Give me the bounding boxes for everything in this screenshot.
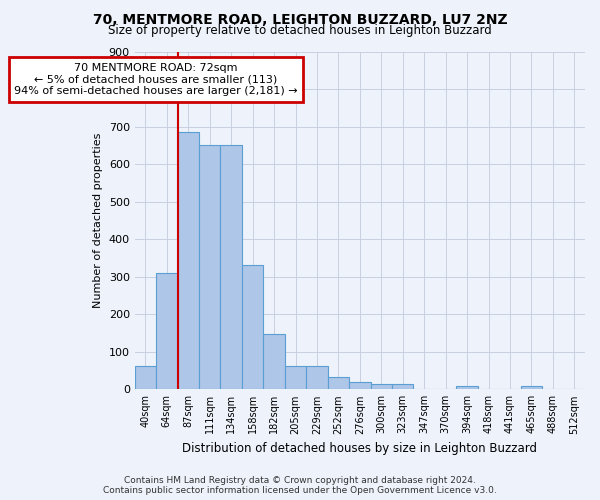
Text: 70 MENTMORE ROAD: 72sqm
← 5% of detached houses are smaller (113)
94% of semi-de: 70 MENTMORE ROAD: 72sqm ← 5% of detached… xyxy=(14,63,298,96)
Bar xyxy=(285,366,306,390)
Text: Contains HM Land Registry data © Crown copyright and database right 2024.
Contai: Contains HM Land Registry data © Crown c… xyxy=(103,476,497,495)
Bar xyxy=(199,145,220,390)
Y-axis label: Number of detached properties: Number of detached properties xyxy=(93,132,103,308)
Text: Size of property relative to detached houses in Leighton Buzzard: Size of property relative to detached ho… xyxy=(108,24,492,37)
Bar xyxy=(371,384,392,390)
Bar xyxy=(328,377,349,390)
Bar xyxy=(263,334,285,390)
Bar xyxy=(242,266,263,390)
Bar xyxy=(392,384,413,390)
Bar xyxy=(156,273,178,390)
Bar xyxy=(134,366,156,390)
Bar xyxy=(457,386,478,390)
Bar xyxy=(306,366,328,390)
Bar xyxy=(349,382,371,390)
Bar xyxy=(220,145,242,390)
Text: 70, MENTMORE ROAD, LEIGHTON BUZZARD, LU7 2NZ: 70, MENTMORE ROAD, LEIGHTON BUZZARD, LU7… xyxy=(92,12,508,26)
Bar xyxy=(178,132,199,390)
X-axis label: Distribution of detached houses by size in Leighton Buzzard: Distribution of detached houses by size … xyxy=(182,442,538,455)
Bar xyxy=(521,386,542,390)
